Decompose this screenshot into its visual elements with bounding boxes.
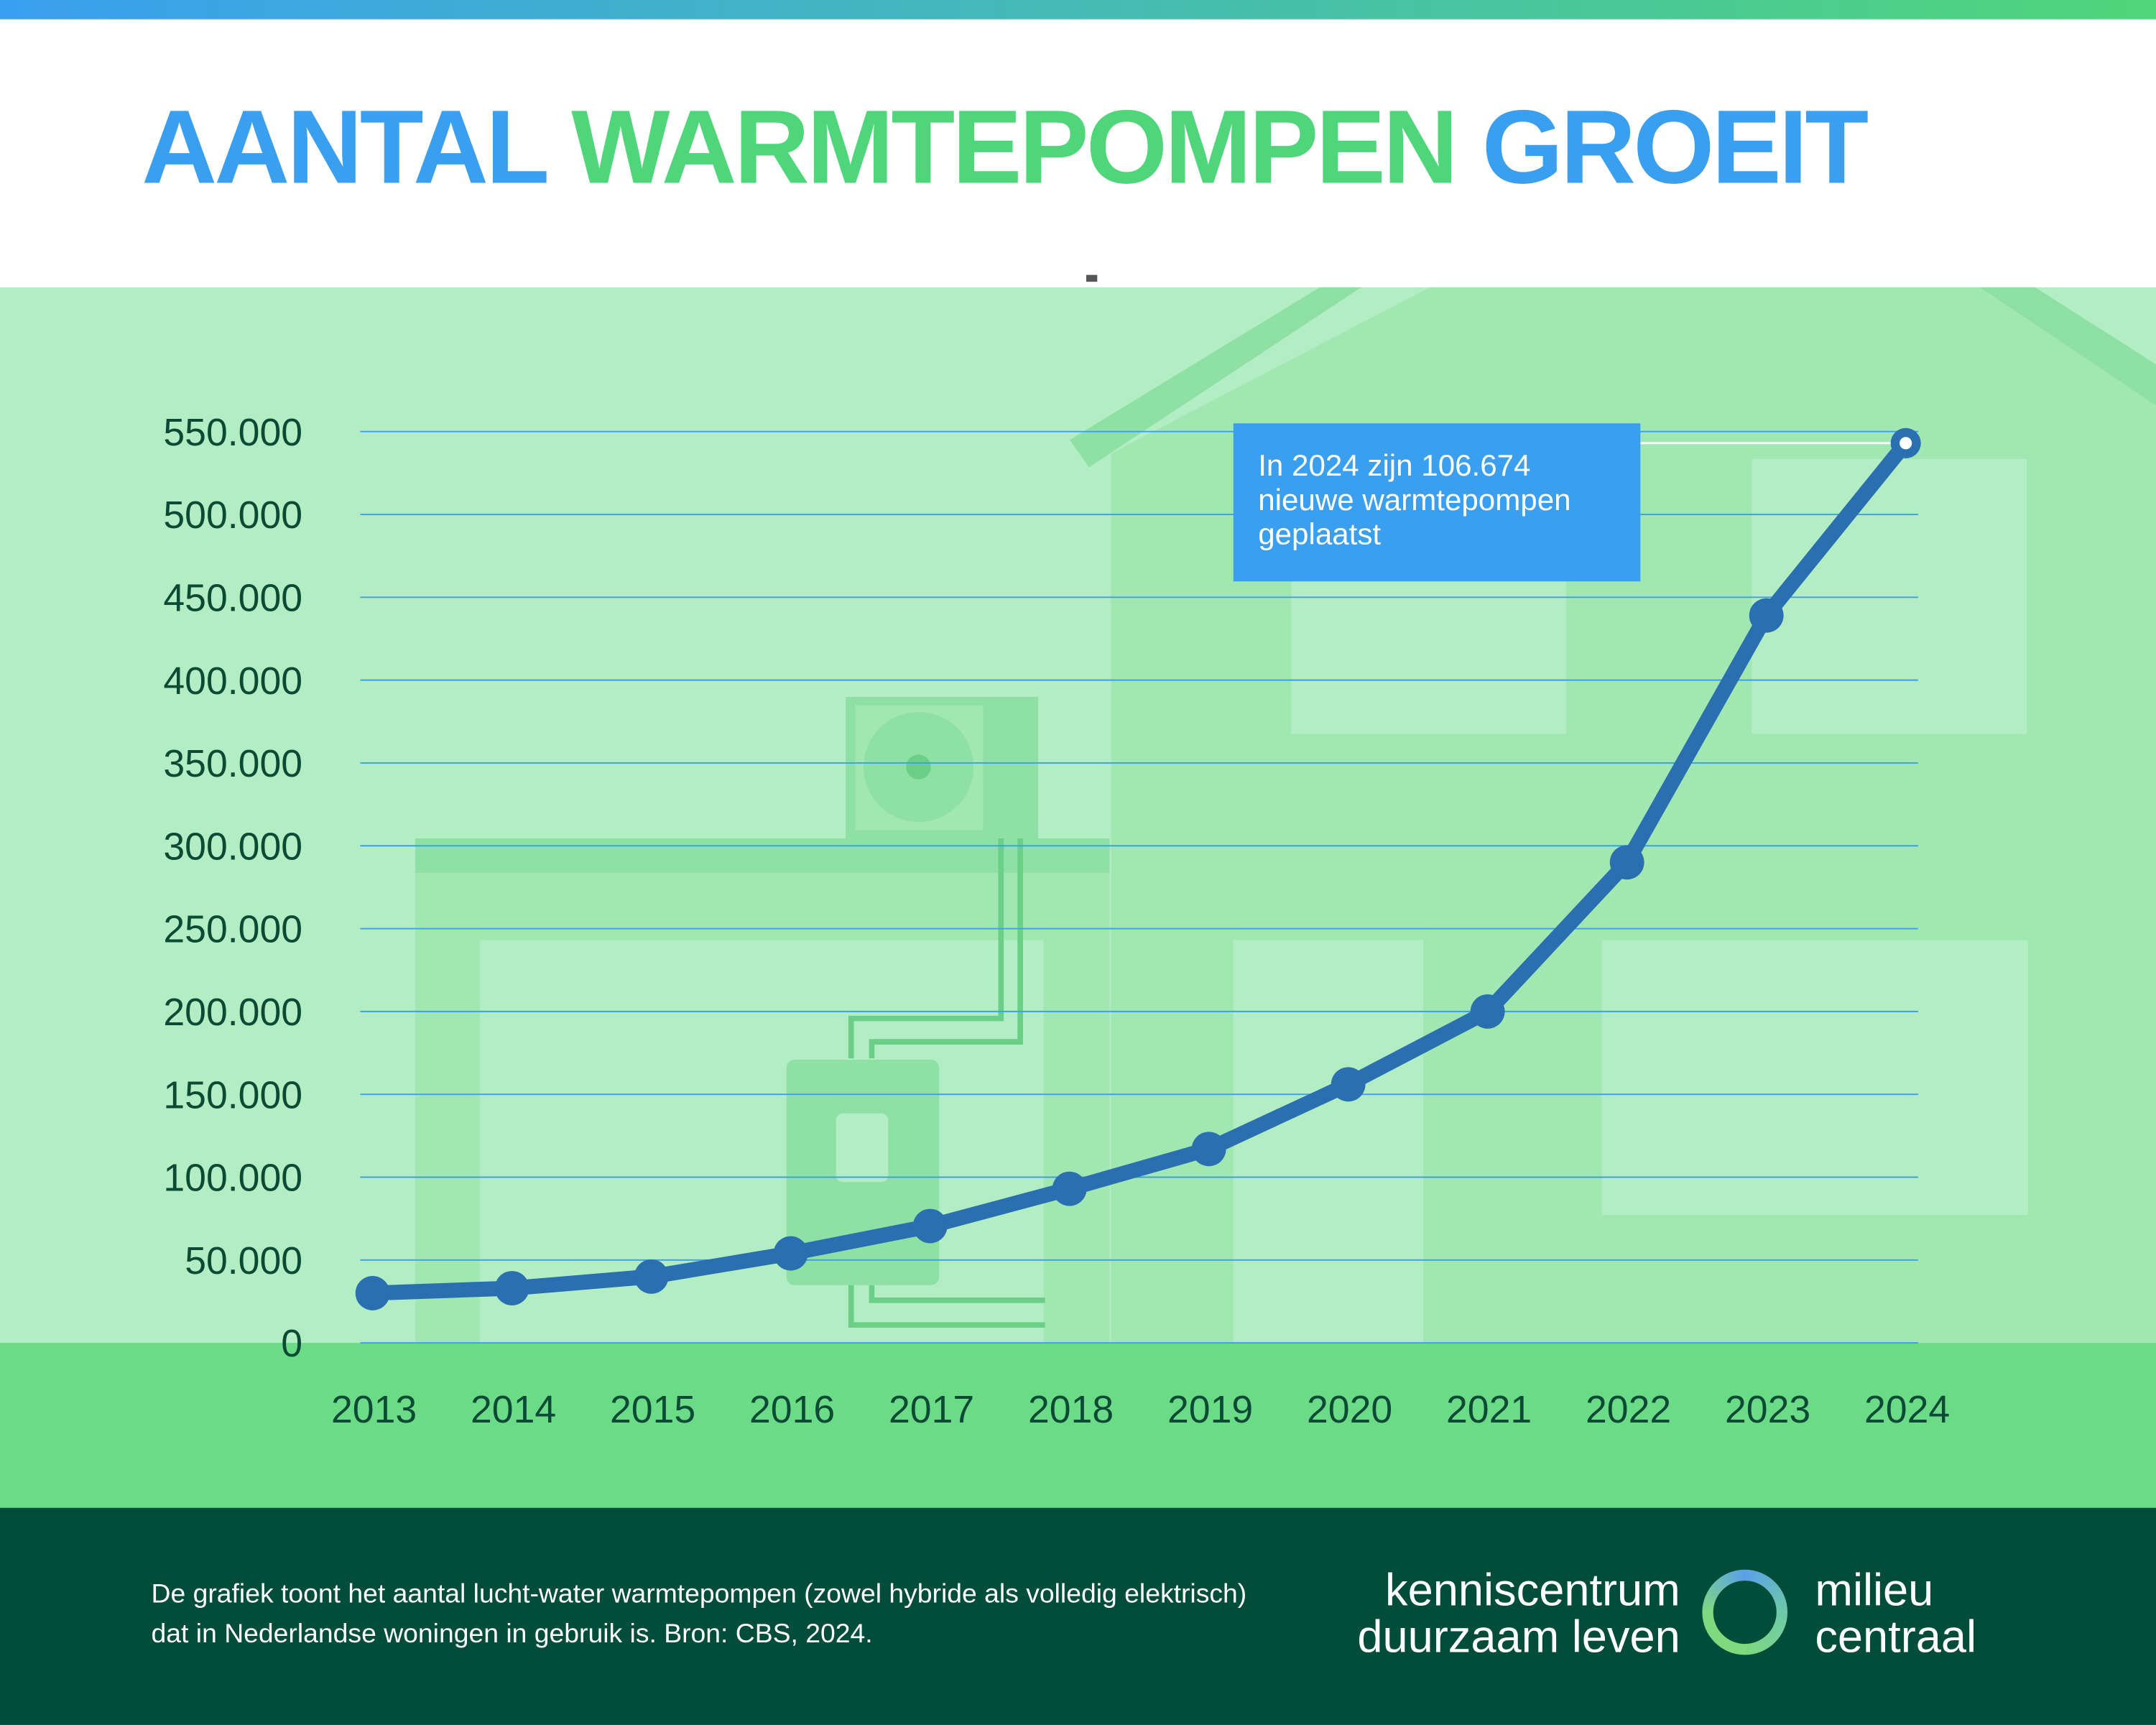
roof-right	[1980, 287, 2156, 406]
x-tick-label: 2020	[1307, 1389, 1392, 1431]
source-note: De grafiek toont het aantal lucht-water …	[151, 1579, 1247, 1650]
roof-left	[1070, 287, 1361, 468]
logo-milieu-centraal: milieu centraal	[1815, 1564, 1977, 1662]
y-tick-label: 200.000	[163, 991, 302, 1034]
callout-line: nieuwe warmtepompen	[1258, 482, 1571, 517]
boiler-display	[836, 1113, 889, 1183]
data-point	[634, 1259, 669, 1294]
y-tick-label: 100.000	[163, 1157, 302, 1200]
fan-hub	[906, 754, 931, 780]
logo-text: duurzaam leven	[1357, 1611, 1680, 1662]
y-tick-label: 500.000	[163, 494, 302, 537]
callout-line: geplaatst	[1258, 517, 1382, 552]
data-point	[773, 1236, 808, 1271]
data-point	[1609, 845, 1644, 880]
footer	[0, 1507, 2156, 1725]
milieu-centraal-ring-icon	[1702, 1569, 1788, 1655]
data-point	[355, 1276, 390, 1310]
x-tick-label: 2013	[331, 1389, 417, 1431]
x-tick-label: 2022	[1586, 1389, 1671, 1431]
logo-kenniscentrum: kenniscentrum duurzaam leven	[1320, 1564, 1680, 1662]
logo-text: kenniscentrum	[1385, 1564, 1680, 1615]
data-point	[1470, 994, 1505, 1029]
y-tick-label: 0	[281, 1323, 302, 1365]
y-tick-label: 400.000	[163, 660, 302, 703]
x-tick-label: 2014	[471, 1389, 556, 1431]
y-tick-label: 350.000	[163, 743, 302, 785]
x-tick-label: 2018	[1028, 1389, 1114, 1431]
title-part-2: WARMTEPOMPEN	[571, 89, 1458, 206]
series-line	[372, 438, 1912, 1301]
x-tick-label: 2016	[749, 1389, 835, 1431]
y-tick-label: 250.000	[163, 909, 302, 951]
y-tick-label: 50.000	[185, 1240, 302, 1282]
y-tick-label: 300.000	[163, 825, 302, 868]
data-point	[912, 1208, 948, 1244]
title-part-1: AANTAL	[142, 89, 547, 206]
data-point	[494, 1271, 529, 1305]
data-point	[1749, 598, 1784, 633]
x-tick-label: 2024	[1864, 1389, 1950, 1431]
page-title: AANTAL WARMTEPOMPEN GROEIT	[142, 96, 1869, 200]
logo-text: centraal	[1815, 1611, 1977, 1662]
x-tick-label: 2017	[889, 1389, 974, 1431]
logo-text: milieu	[1815, 1564, 1934, 1615]
y-tick-label: 550.000	[163, 412, 302, 454]
x-axis-band	[0, 1343, 2156, 1508]
x-tick-label: 2023	[1725, 1389, 1810, 1431]
annotation-callout: In 2024 zijn 106.674 nieuwe warmtepompen…	[1233, 423, 1641, 582]
x-tick-label: 2021	[1446, 1389, 1532, 1431]
house-window	[1752, 458, 2027, 734]
data-point	[1191, 1132, 1226, 1167]
top-gradient-bar	[0, 0, 2156, 19]
house-window	[1601, 940, 2029, 1216]
pipes-lower	[848, 1285, 1045, 1328]
x-tick-label: 2019	[1167, 1389, 1253, 1431]
house-window	[1291, 577, 1566, 734]
marker	[1086, 274, 1098, 282]
y-tick-label: 150.000	[163, 1074, 302, 1116]
title-part-3: GROEIT	[1481, 89, 1869, 206]
house-door	[1233, 940, 1423, 1344]
data-point-highlight	[1900, 437, 1912, 450]
callout-line: In 2024 zijn 106.674	[1258, 448, 1531, 483]
x-tick-label: 2015	[610, 1389, 695, 1431]
data-point	[1331, 1067, 1366, 1102]
extension-roof	[415, 838, 1110, 873]
y-tick-label: 450.000	[163, 577, 302, 619]
data-point	[1052, 1171, 1087, 1206]
